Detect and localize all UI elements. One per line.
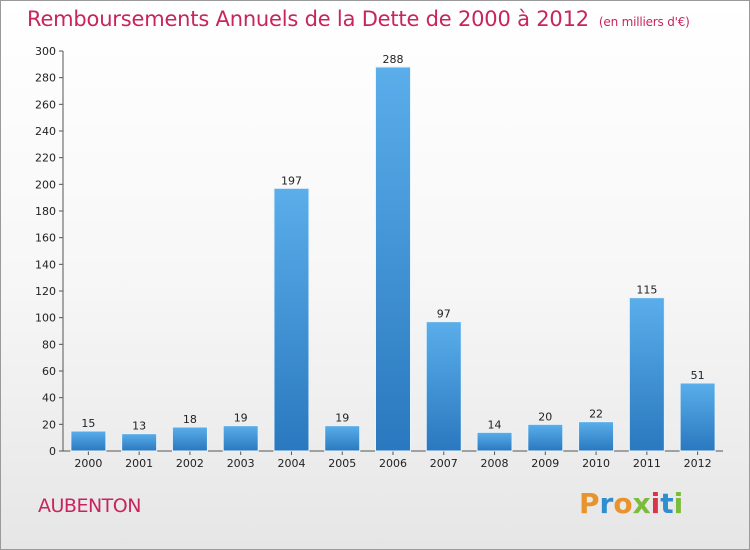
y-tick-label: 20 [42,418,56,431]
y-tick-label: 200 [35,178,56,191]
bar-2009 [527,423,564,452]
chart-title: Remboursements Annuels de la Dette de 20… [27,7,690,31]
proxiti-logo: Proxiti [579,487,683,520]
y-tick-label: 300 [35,45,56,58]
y-tick-label: 260 [35,98,56,111]
y-tick-label: 120 [35,285,56,298]
logo-letter: i [673,487,684,520]
town-name: AUBENTON [38,495,141,517]
value-label-2007: 97 [437,308,451,321]
y-tick-label: 140 [35,258,56,271]
y-tick-label: 60 [42,365,56,378]
x-tick-label-2011: 2011 [633,457,661,470]
value-label-2008: 14 [488,418,502,431]
bar-2001 [121,433,158,452]
bar-2003 [222,425,259,452]
x-tick-label-2009: 2009 [531,457,559,470]
value-label-2001: 13 [132,420,146,433]
y-tick-label: 180 [35,205,56,218]
value-label-2003: 19 [234,412,248,425]
y-tick-label: 280 [35,72,56,85]
axes: 0204060801001201401601802002202402602803… [35,45,723,470]
y-tick-label: 40 [42,392,56,405]
x-tick-label-2010: 2010 [582,457,610,470]
x-tick-label-2004: 2004 [277,457,305,470]
bar-2007 [425,321,462,452]
bar-2012 [679,382,716,452]
logo-letter: P [579,487,600,520]
x-tick-label-2002: 2002 [176,457,204,470]
x-tick-label-2003: 2003 [227,457,255,470]
logo-letter: r [599,487,614,520]
value-label-2004: 197 [281,174,302,187]
value-label-2002: 18 [183,413,197,426]
x-tick-label-2000: 2000 [74,457,102,470]
y-tick-label: 240 [35,125,56,138]
y-tick-label: 160 [35,232,56,245]
logo-letter: x [632,487,651,520]
y-tick-label: 100 [35,312,56,325]
value-label-2006: 288 [383,53,404,66]
x-tick-label-2001: 2001 [125,457,153,470]
logo-letter: o [613,487,633,520]
y-tick-label: 0 [49,445,56,458]
x-tick-label-2006: 2006 [379,457,407,470]
bar-2010 [578,421,615,452]
value-label-2011: 115 [636,284,657,297]
x-tick-label-2005: 2005 [328,457,356,470]
logo-letter: t [660,487,674,520]
bar-2005 [324,425,361,452]
x-tick-label-2008: 2008 [481,457,509,470]
bar-2006 [375,66,411,452]
bar-2002 [171,426,208,452]
chart-subtitle: (en milliers d'€) [598,15,690,29]
title-text: Remboursements Annuels de la Dette de 20… [27,7,589,31]
logo-letter: i [650,487,661,520]
bar-2011 [628,297,665,452]
x-tick-label-2007: 2007 [430,457,458,470]
value-label-2012: 51 [691,369,705,382]
x-tick-label-2012: 2012 [684,457,712,470]
bar-2000 [70,430,107,452]
bar-2004 [273,187,310,452]
value-label-2005: 19 [335,412,349,425]
y-tick-label: 80 [42,338,56,351]
bars: 15 13 18 19 197 19 288 97 14 20 22 115 51 [70,53,716,452]
y-tick-label: 220 [35,152,56,165]
value-label-2000: 15 [81,417,95,430]
bar-2008 [476,431,513,452]
value-label-2009: 20 [538,410,552,423]
value-label-2010: 22 [589,408,603,421]
